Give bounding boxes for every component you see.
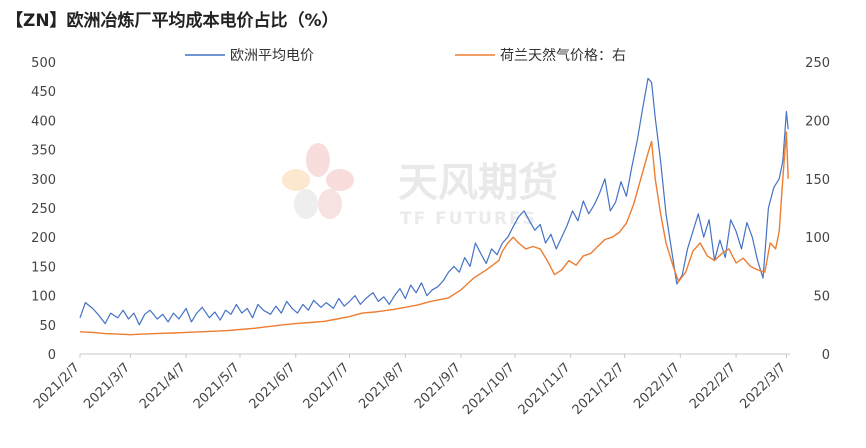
x-tick-label: 2021/5/7: [191, 360, 243, 412]
x-tick-label: 2022/3/7: [737, 360, 789, 412]
y-left-tick-label: 350: [31, 144, 56, 159]
y-right-tick-label: 50: [813, 290, 830, 305]
y-left-tick-label: 250: [31, 202, 56, 217]
y-left-tick-label: 0: [48, 348, 56, 363]
x-tick-label: 2021/12/7: [570, 360, 628, 418]
watermark-name-en: TF FUTURES: [400, 209, 537, 229]
series-line-gas: [79, 131, 789, 336]
watermark-name-cn: 天风期货: [398, 160, 558, 206]
y-axis-right: 0 50 100 150 200 250: [805, 56, 830, 363]
x-tick-label: 2022/2/7: [687, 360, 739, 412]
x-tick-label: 2021/2/7: [31, 360, 83, 412]
x-tick-label: 2021/6/7: [247, 360, 299, 412]
x-tick-label: 2021/10/7: [460, 360, 518, 418]
y-right-tick-label: 100: [805, 231, 830, 246]
legend-label-electricity: 欧洲平均电价: [230, 48, 314, 64]
x-tick-label: 2022/1/7: [631, 360, 683, 412]
legend-label-gas: 荷兰天然气价格：右: [500, 47, 626, 64]
y-right-tick-label: 0: [822, 348, 830, 363]
watermark-logo-icon: [282, 143, 354, 219]
legend: 欧洲平均电价 荷兰天然气价格：右: [185, 47, 626, 64]
y-left-tick-label: 300: [31, 173, 56, 188]
y-right-tick-label: 250: [805, 56, 830, 71]
x-tick-label: 2021/8/7: [356, 360, 408, 412]
y-right-tick-label: 150: [805, 173, 830, 188]
x-tick-label: 2021/11/7: [516, 360, 574, 418]
y-left-tick-label: 400: [31, 114, 56, 129]
y-left-tick-label: 450: [31, 85, 56, 100]
chart-title: 【ZN】欧洲冶炼厂平均成本电价占比（%）: [6, 10, 339, 31]
y-right-tick-label: 200: [805, 114, 830, 129]
x-tick-label: 2021/9/7: [412, 360, 464, 412]
x-tick-label: 2021/7/7: [301, 360, 353, 412]
x-tick-label: 2021/4/7: [137, 360, 189, 412]
y-axis-left: 0 50 100 150 200 250 300 350 400 450 500: [31, 56, 56, 363]
y-left-tick-label: 100: [31, 290, 56, 305]
watermark: 天风期货 TF FUTURES: [282, 143, 558, 229]
y-left-tick-label: 200: [31, 231, 56, 246]
y-left-tick-label: 50: [39, 319, 56, 334]
y-left-tick-label: 500: [31, 56, 56, 71]
y-left-tick-label: 150: [31, 260, 56, 275]
x-tick-label: 2021/3/7: [81, 360, 133, 412]
